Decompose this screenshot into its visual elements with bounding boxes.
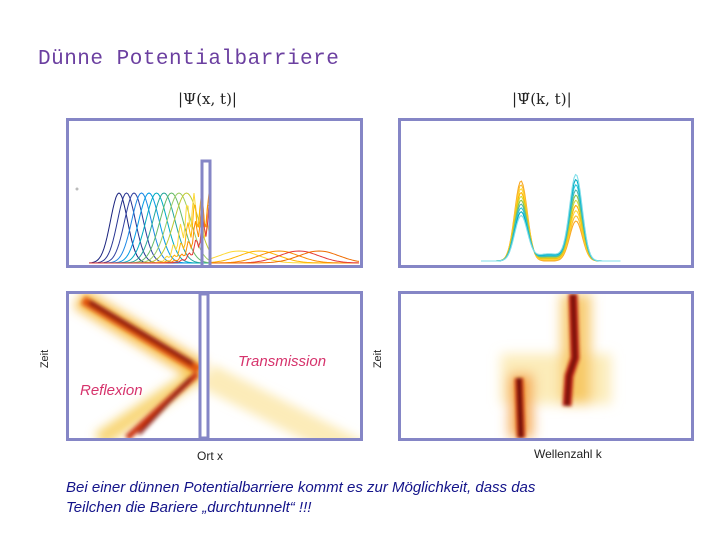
momentum-curve	[481, 194, 621, 262]
momentum-curve	[481, 191, 621, 262]
position-wavepacket-plot	[66, 118, 363, 268]
momentum-spectrum-plot	[398, 118, 694, 268]
momentum-curve	[481, 195, 621, 262]
reflexion-label: Reflexion	[80, 382, 143, 399]
wavenumber-axis-label: Wellenzahl k	[534, 447, 602, 461]
momentum-curve	[481, 184, 621, 262]
zeit-label-right: Zeit	[372, 349, 385, 369]
transmitted-packet-curve	[209, 250, 360, 264]
transmitted-packet-curve	[209, 250, 359, 264]
caption-text: Bei einer dünnen Potentialbarriere kommt…	[66, 478, 666, 518]
wave-packet-curve	[89, 192, 210, 264]
caption-line-1: Bei einer dünnen Potentialbarriere kommt…	[66, 479, 536, 496]
position-axis-label: Ort x	[197, 449, 223, 463]
transmitted-packet-curve	[209, 250, 360, 264]
slide-title: Dünne Potentialbarriere	[38, 48, 340, 71]
zeit-label-left: Zeit	[39, 349, 52, 369]
transmission-label: Transmission	[238, 353, 327, 370]
momentum-curve	[481, 189, 621, 262]
psi-x-heading: |Ψ(x, t)|	[178, 90, 237, 108]
momentum-curve	[481, 178, 621, 262]
momentum-curve	[481, 173, 621, 262]
caption-line-2: Teilchen die Bariere „durchtunnelt“ !!!	[66, 499, 312, 516]
momentum-curve	[481, 188, 621, 262]
momentum-curve	[481, 180, 621, 262]
wave-packet-curve	[89, 203, 210, 264]
position-time-heatmap	[66, 291, 363, 441]
momentum-time-heatmap	[398, 291, 694, 441]
psi-k-heading: |Ψ̃(k, t)|	[512, 90, 572, 108]
momentum-curve	[481, 184, 621, 262]
